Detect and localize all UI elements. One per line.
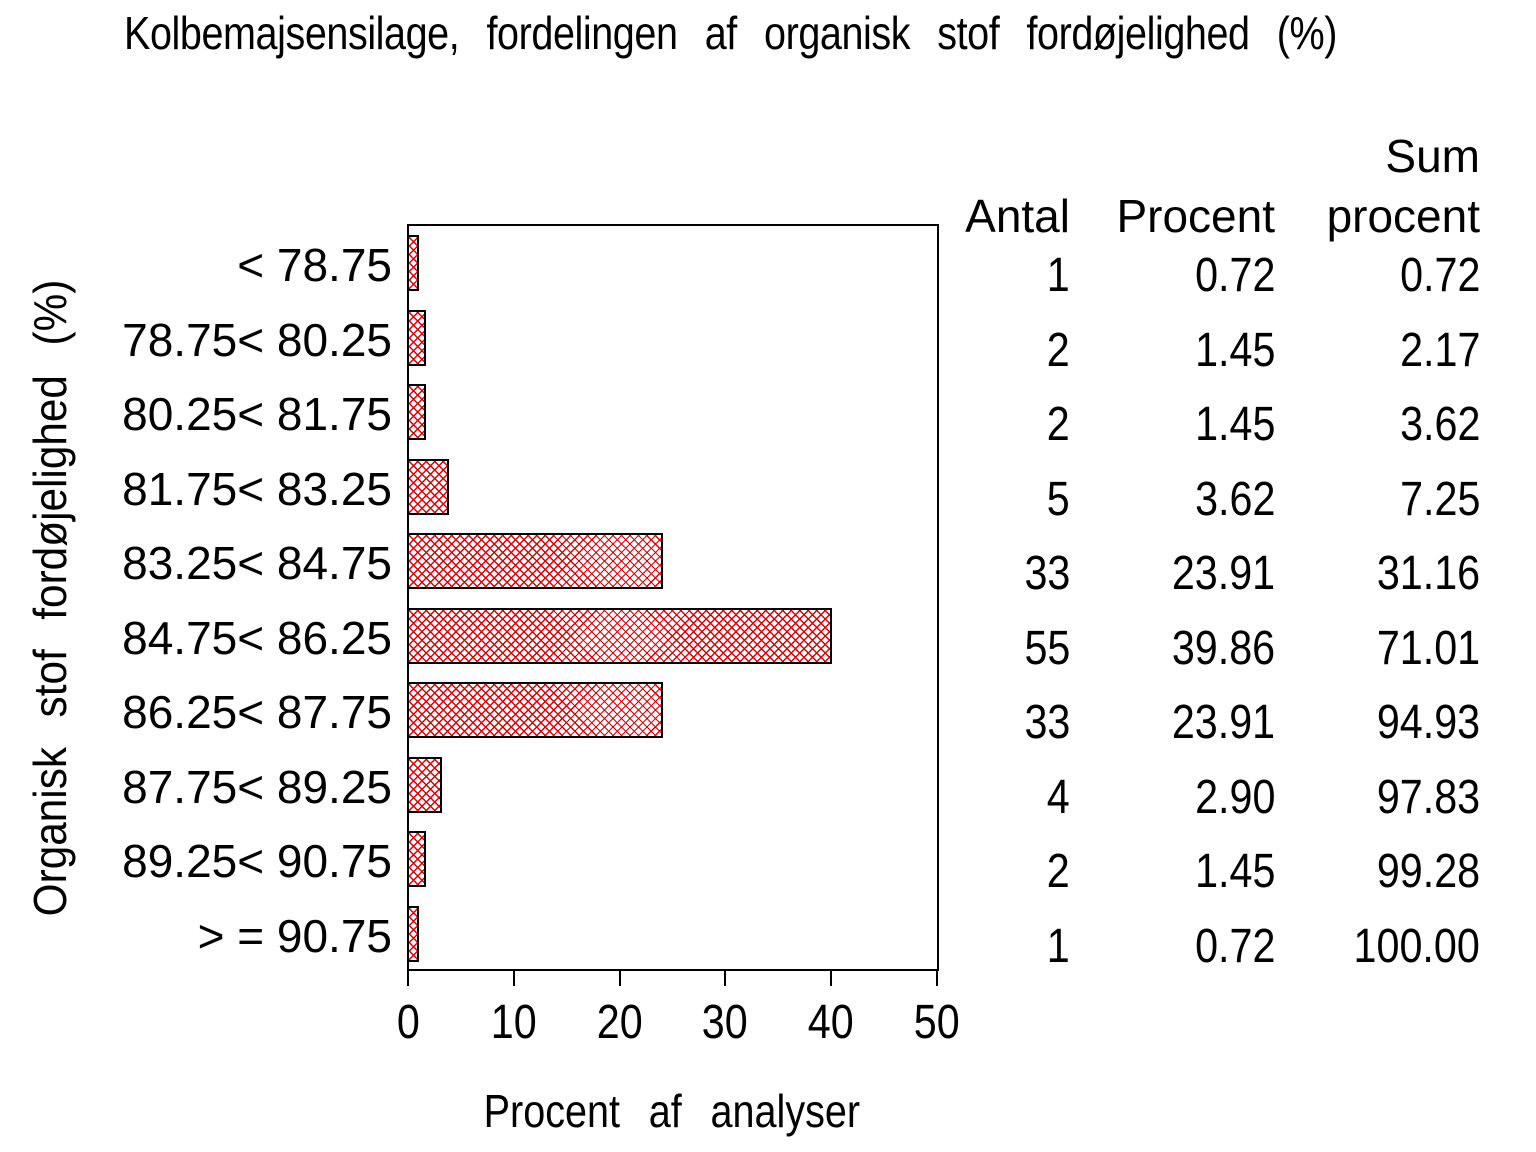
procent-value: 23.91 xyxy=(1171,696,1275,749)
x-axis-tick xyxy=(513,971,515,986)
antal-value: 4 xyxy=(1047,771,1070,824)
table-row: 2 1.45 2.17 xyxy=(950,325,1480,377)
x-tick-label: 0 xyxy=(348,998,468,1048)
x-axis-label-text: Procent af analyser xyxy=(483,1085,861,1137)
procent-value: 1.45 xyxy=(1194,324,1275,377)
bar-86-25-87-75 xyxy=(407,682,664,738)
category-label: > = 90.75 xyxy=(197,910,392,962)
bar-84-75-86-25 xyxy=(407,608,832,664)
table-row: 33 23.91 94.93 xyxy=(950,697,1480,749)
bar-80-25-81-75 xyxy=(407,384,427,440)
category-label: 83.25< 84.75 xyxy=(122,537,392,589)
frequency-table: Sum Antal Procent procent 1 0.72 0.72 2 … xyxy=(950,130,1480,973)
sum-header-line1: Sum xyxy=(1385,130,1480,182)
x-axis-tick xyxy=(936,971,938,986)
procent-value: 2.90 xyxy=(1194,771,1275,824)
y-axis-category-labels: < 78.75 78.75< 80.25 80.25< 81.75 81.75<… xyxy=(0,225,392,970)
procent-value: 39.86 xyxy=(1171,622,1275,675)
procent-value: 3.62 xyxy=(1194,473,1275,526)
x-tick-label: 30 xyxy=(665,998,785,1048)
sum-value: 7.25 xyxy=(1399,473,1480,526)
x-tick-label-text: 0 xyxy=(396,996,420,1049)
sum-value: 71.01 xyxy=(1376,622,1480,675)
bar-lt-78-75 xyxy=(407,235,419,291)
procent-value: 1.45 xyxy=(1194,398,1275,451)
procent-value: 1.45 xyxy=(1194,845,1275,898)
x-axis-tick xyxy=(619,971,621,986)
x-tick-label-text: 40 xyxy=(808,996,854,1049)
sum-value: 0.72 xyxy=(1399,249,1480,302)
category-label: 78.75< 80.25 xyxy=(122,314,392,366)
x-tick-label: 40 xyxy=(771,998,891,1048)
table-row: 4 2.90 97.83 xyxy=(950,772,1480,824)
x-tick-label: 20 xyxy=(560,998,680,1048)
bar-78-75-80-25 xyxy=(407,310,427,366)
table-row: 2 1.45 99.28 xyxy=(950,846,1480,898)
antal-value: 33 xyxy=(1024,696,1070,749)
x-tick-label-text: 50 xyxy=(914,996,960,1049)
x-tick-label-text: 30 xyxy=(702,996,748,1049)
plot-area xyxy=(407,224,939,971)
bar-81-75-83-25 xyxy=(407,459,450,515)
category-label: 80.25< 81.75 xyxy=(122,388,392,440)
chart-title: Kolbemajsensilage, fordelingen af organi… xyxy=(124,8,1534,58)
sum-header-line2: procent xyxy=(1326,190,1480,242)
procent-value: 0.72 xyxy=(1194,249,1275,302)
bar-83-25-84-75 xyxy=(407,533,664,589)
sum-value: 2.17 xyxy=(1399,324,1480,377)
table-row: 1 0.72 100.00 xyxy=(950,921,1480,973)
procent-value: 23.91 xyxy=(1171,547,1275,600)
antal-value: 55 xyxy=(1024,622,1070,675)
table-header-line1: Sum xyxy=(950,130,1480,182)
table-row: 1 0.72 0.72 xyxy=(950,250,1480,302)
antal-value: 33 xyxy=(1024,547,1070,600)
x-tick-label: 10 xyxy=(454,998,574,1048)
x-axis-label: Procent af analyser xyxy=(372,1086,972,1136)
bar-87-75-89-25 xyxy=(407,757,442,813)
sum-value: 97.83 xyxy=(1376,771,1480,824)
antal-value: 2 xyxy=(1047,324,1070,377)
table-row: 33 23.91 31.16 xyxy=(950,548,1480,600)
category-label: 87.75< 89.25 xyxy=(122,761,392,813)
procent-value: 0.72 xyxy=(1194,920,1275,973)
table-row: 5 3.62 7.25 xyxy=(950,474,1480,526)
bar-gte-90-75 xyxy=(407,906,419,962)
x-axis-tick xyxy=(830,971,832,986)
category-label: 84.75< 86.25 xyxy=(122,612,392,664)
category-label: 86.25< 87.75 xyxy=(122,686,392,738)
sum-value: 100.00 xyxy=(1353,920,1480,973)
category-label: 81.75< 83.25 xyxy=(122,463,392,515)
category-label: 89.25< 90.75 xyxy=(122,835,392,887)
procent-header: Procent xyxy=(1116,190,1275,242)
table-header-line2: Antal Procent procent xyxy=(950,190,1480,242)
x-tick-label-text: 20 xyxy=(597,996,643,1049)
antal-value: 1 xyxy=(1047,249,1070,302)
table-row: 55 39.86 71.01 xyxy=(950,623,1480,675)
x-tick-label-text: 10 xyxy=(491,996,537,1049)
antal-value: 2 xyxy=(1047,398,1070,451)
chart-title-text: Kolbemajsensilage, fordelingen af organi… xyxy=(124,7,1338,59)
x-tick-label: 50 xyxy=(877,998,997,1048)
antal-header: Antal xyxy=(965,190,1070,242)
antal-value: 2 xyxy=(1047,845,1070,898)
antal-value: 1 xyxy=(1047,920,1070,973)
table-row: 2 1.45 3.62 xyxy=(950,399,1480,451)
antal-value: 5 xyxy=(1047,473,1070,526)
sum-value: 31.16 xyxy=(1376,547,1480,600)
category-label: < 78.75 xyxy=(237,239,392,291)
sum-value: 99.28 xyxy=(1376,845,1480,898)
bar-89-25-90-75 xyxy=(407,831,427,887)
x-axis-tick xyxy=(407,971,409,986)
sum-value: 94.93 xyxy=(1376,696,1480,749)
sum-value: 3.62 xyxy=(1399,398,1480,451)
x-axis-tick xyxy=(724,971,726,986)
